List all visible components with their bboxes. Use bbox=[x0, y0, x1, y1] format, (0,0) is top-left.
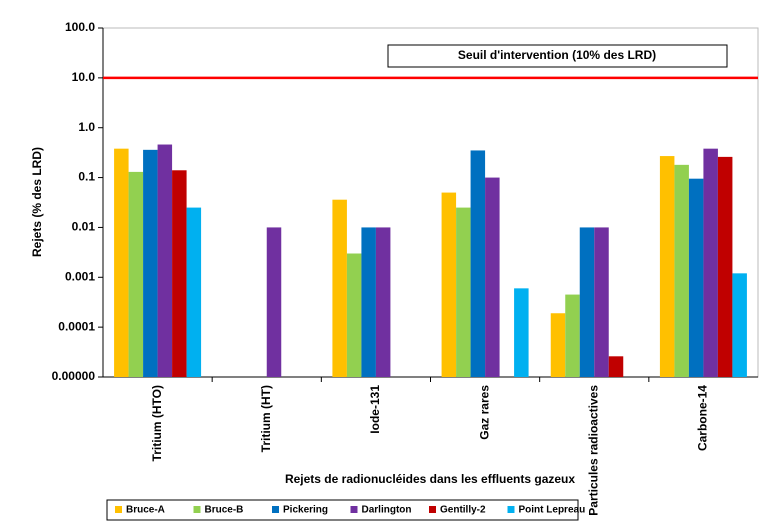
bar bbox=[128, 171, 144, 377]
x-tick-label: Tritium (HT) bbox=[259, 385, 273, 452]
x-axis-label: Rejets de radionucléides dans les efflue… bbox=[285, 472, 575, 486]
y-tick-label: 10.0 bbox=[72, 70, 96, 84]
bar bbox=[470, 150, 486, 377]
bar bbox=[266, 227, 282, 377]
bar bbox=[143, 149, 158, 377]
x-tick-label: Carbone-14 bbox=[696, 385, 710, 451]
bar bbox=[361, 227, 376, 377]
legend-swatch bbox=[193, 506, 201, 513]
bar bbox=[157, 144, 173, 377]
legend-swatch bbox=[429, 506, 436, 513]
y-tick-label: 0.0001 bbox=[58, 319, 95, 333]
y-tick-label: 100.0 bbox=[65, 20, 95, 34]
bar bbox=[688, 178, 704, 377]
bar bbox=[608, 356, 624, 377]
x-tick-label: Particules radioactives bbox=[586, 385, 600, 516]
annotation-box bbox=[387, 44, 728, 68]
bar bbox=[550, 313, 566, 377]
annotation: Seuil d'intervention (10% des LRD) bbox=[458, 48, 656, 62]
bar bbox=[441, 192, 457, 377]
y-tick-label: 0.01 bbox=[72, 220, 96, 234]
legend-swatch bbox=[272, 506, 279, 513]
plot-frame bbox=[102, 27, 759, 378]
x-tick-label: Iode-131 bbox=[368, 385, 382, 434]
legend-swatch bbox=[507, 506, 515, 513]
legend-swatch bbox=[350, 506, 358, 513]
bar bbox=[674, 164, 689, 377]
y-tick-label: 0.00000 bbox=[52, 369, 96, 383]
y-tick-label: 0.1 bbox=[78, 170, 95, 184]
legend-label: Pickering bbox=[283, 505, 328, 516]
legend-box bbox=[106, 499, 579, 521]
bar bbox=[659, 156, 675, 377]
bar bbox=[172, 170, 187, 377]
bar bbox=[346, 253, 362, 377]
y-axis-label: Rejets (% des LRD) bbox=[30, 147, 44, 257]
legend-swatch bbox=[115, 506, 122, 513]
bar bbox=[579, 227, 595, 377]
bar bbox=[375, 227, 391, 377]
bar bbox=[332, 199, 347, 377]
y-tick-label: 0.001 bbox=[65, 269, 95, 283]
bar bbox=[514, 288, 529, 377]
bar bbox=[732, 273, 747, 377]
legend-label: Point Lepreau bbox=[519, 505, 586, 516]
x-tick-label: Gaz rares bbox=[477, 385, 491, 440]
x-tick-label: Tritium (HTO) bbox=[150, 385, 164, 461]
bar bbox=[186, 207, 202, 377]
bar bbox=[456, 207, 471, 377]
bar bbox=[565, 294, 580, 377]
y-tick-label: 1.0 bbox=[78, 120, 95, 134]
bar bbox=[485, 177, 500, 377]
bar bbox=[594, 227, 609, 377]
bar bbox=[717, 156, 733, 377]
legend-label: Darlington bbox=[362, 505, 412, 516]
legend-label: Bruce-B bbox=[205, 505, 244, 516]
bar bbox=[114, 148, 129, 377]
bar bbox=[703, 148, 718, 377]
legend-label: Bruce-A bbox=[126, 505, 165, 516]
legend-label: Gentilly-2 bbox=[440, 505, 486, 516]
